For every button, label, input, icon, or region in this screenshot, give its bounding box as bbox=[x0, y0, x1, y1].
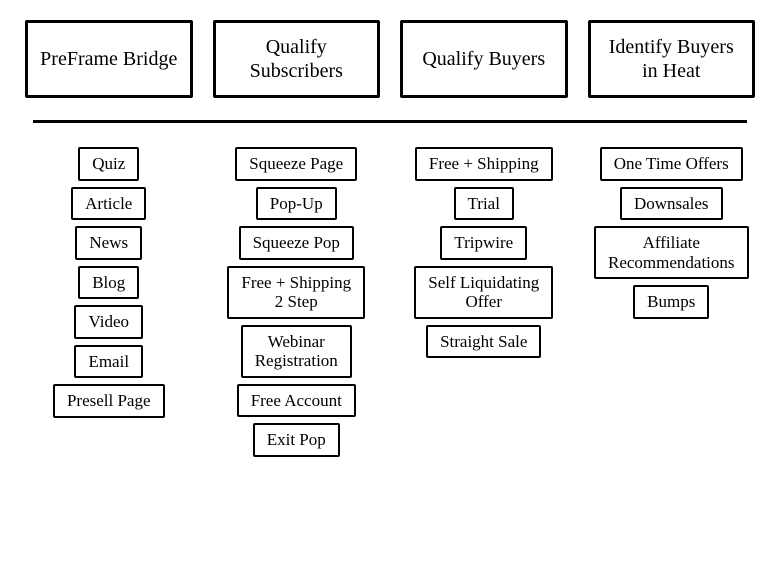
header-row: PreFrame Bridge Qualify Subscribers Qual… bbox=[25, 20, 755, 98]
header-preframe-bridge: PreFrame Bridge bbox=[25, 20, 193, 98]
column-preframe-bridge: Quiz Article News Blog Video Email Prese… bbox=[25, 147, 193, 418]
column-qualify-buyers: Free + Shipping Trial Tripwire Self Liqu… bbox=[400, 147, 568, 358]
section-divider bbox=[33, 120, 747, 123]
item-squeeze-page: Squeeze Page bbox=[235, 147, 357, 181]
item-one-time-offers: One Time Offers bbox=[600, 147, 743, 181]
item-video: Video bbox=[74, 305, 143, 339]
item-webinar-registration: Webinar Registration bbox=[241, 325, 352, 378]
item-presell-page: Presell Page bbox=[53, 384, 165, 418]
item-email: Email bbox=[74, 345, 143, 379]
item-article: Article bbox=[71, 187, 146, 221]
item-quiz: Quiz bbox=[78, 147, 139, 181]
item-free-account: Free Account bbox=[237, 384, 356, 418]
item-exit-pop: Exit Pop bbox=[253, 423, 340, 457]
item-downsales: Downsales bbox=[620, 187, 723, 221]
item-squeeze-pop: Squeeze Pop bbox=[239, 226, 354, 260]
columns-container: Quiz Article News Blog Video Email Prese… bbox=[25, 147, 755, 457]
item-pop-up: Pop-Up bbox=[256, 187, 337, 221]
item-bumps: Bumps bbox=[633, 285, 709, 319]
item-free-shipping: Free + Shipping bbox=[415, 147, 553, 181]
header-qualify-buyers: Qualify Buyers bbox=[400, 20, 568, 98]
item-free-shipping-2-step: Free + Shipping 2 Step bbox=[227, 266, 365, 319]
item-news: News bbox=[75, 226, 142, 260]
item-tripwire: Tripwire bbox=[440, 226, 527, 260]
item-affiliate-recommendations: Affiliate Recommendations bbox=[594, 226, 749, 279]
item-blog: Blog bbox=[78, 266, 139, 300]
item-straight-sale: Straight Sale bbox=[426, 325, 541, 359]
column-identify-buyers-in-heat: One Time Offers Downsales Affiliate Reco… bbox=[588, 147, 756, 319]
header-identify-buyers-in-heat: Identify Buyers in Heat bbox=[588, 20, 756, 98]
item-self-liquidating-offer: Self Liquidating Offer bbox=[414, 266, 553, 319]
header-qualify-subscribers: Qualify Subscribers bbox=[213, 20, 381, 98]
column-qualify-subscribers: Squeeze Page Pop-Up Squeeze Pop Free + S… bbox=[213, 147, 381, 457]
item-trial: Trial bbox=[454, 187, 514, 221]
